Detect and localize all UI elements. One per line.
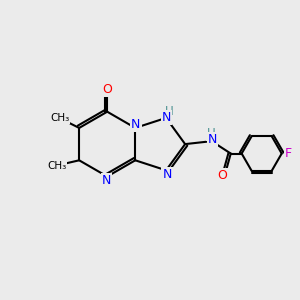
Text: N: N [162, 168, 172, 181]
Text: N: N [162, 111, 171, 124]
Text: H: H [165, 105, 174, 118]
Text: O: O [217, 169, 227, 182]
Text: F: F [285, 147, 292, 160]
Text: N: N [102, 174, 111, 188]
Text: H: H [207, 127, 215, 140]
Text: CH₃: CH₃ [50, 113, 70, 123]
Text: CH₃: CH₃ [47, 160, 66, 171]
Text: N: N [131, 118, 141, 131]
Text: N: N [208, 133, 217, 146]
Text: O: O [102, 83, 112, 96]
